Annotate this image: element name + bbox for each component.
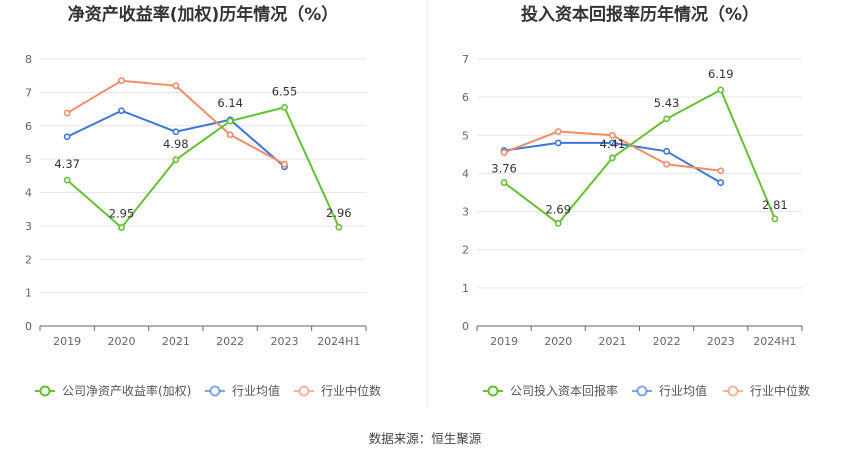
legend-label: 行业均值 [232, 383, 280, 398]
data-label: 6.14 [217, 96, 243, 110]
roe-chart: 0 1 2 3 4 5 6 7 8 2019 2020 2021 2022 2023 2024H1 4.37 2… [25, 53, 381, 398]
x-tick-label: 2024H1 [753, 335, 796, 348]
data-point [281, 103, 288, 111]
x-tick-label: 2022 [216, 335, 244, 348]
legend-item[interactable]: 公司投入资本回报率 [483, 383, 618, 398]
legend-label: 行业中位数 [321, 383, 381, 398]
legend-marker [636, 385, 648, 397]
y-tick-label: 6 [25, 120, 32, 133]
y-tick-label: 0 [25, 320, 32, 333]
y-tick-label: 3 [25, 220, 32, 233]
x-tick-label: 2022 [653, 335, 681, 348]
chart-title-roe: 净资产收益率(加权)历年情况（%） [68, 4, 339, 25]
data-point [717, 86, 725, 94]
data-label: 6.19 [708, 67, 734, 81]
series-line [66, 106, 340, 229]
y-tick-label: 5 [462, 129, 469, 142]
data-point [663, 160, 670, 168]
y-tick-label: 7 [462, 53, 469, 66]
data-point [500, 179, 508, 186]
data-source-note: 数据来源：恒生聚源 [369, 431, 482, 446]
data-point [609, 154, 616, 162]
data-label: 4.98 [163, 137, 189, 151]
legend-marker [209, 385, 221, 397]
data-label: 2.69 [545, 202, 571, 216]
x-tick-label: 2024H1 [317, 335, 360, 348]
data-point [663, 147, 670, 155]
series-line [66, 79, 285, 166]
data-point [63, 133, 71, 141]
data-point [281, 160, 288, 168]
data-label: 4.37 [54, 157, 80, 171]
y-tick-label: 7 [25, 86, 32, 99]
data-point [63, 109, 71, 117]
data-point [554, 219, 562, 227]
data-point [609, 131, 616, 139]
data-point [172, 82, 180, 90]
legend-marker [298, 385, 310, 397]
data-point [554, 128, 562, 135]
y-tick-label: 2 [462, 244, 469, 257]
x-tick-label: 2021 [162, 335, 190, 348]
y-tick-label: 4 [462, 167, 469, 180]
x-tick-label: 2021 [598, 335, 626, 348]
data-point [663, 115, 670, 123]
data-point [335, 223, 343, 231]
data-label: 3.76 [491, 162, 517, 176]
y-tick-label: 8 [25, 53, 32, 66]
legend-item[interactable]: 公司净资产收益率(加权) [35, 383, 191, 398]
data-label: 4.41 [600, 137, 626, 151]
data-point [172, 128, 180, 136]
data-label: 2.96 [326, 206, 352, 220]
x-tick-label: 2023 [707, 335, 735, 348]
data-point [118, 107, 125, 115]
data-point [172, 156, 180, 164]
legend-item[interactable]: 行业中位数 [294, 383, 381, 398]
legend-item[interactable]: 行业均值 [632, 383, 707, 398]
data-point [609, 139, 616, 147]
legend-marker [487, 385, 499, 397]
legend-label: 公司投入资本回报率 [510, 383, 618, 398]
chart-title-roic: 投入资本回报率历年情况（%） [521, 4, 759, 25]
legend-marker [727, 385, 739, 397]
legend-label: 行业中位数 [750, 383, 810, 398]
data-point [554, 139, 562, 147]
y-tick-label: 5 [25, 153, 32, 166]
y-tick-label: 1 [462, 282, 469, 295]
data-label: 6.55 [272, 84, 298, 98]
legend-marker [39, 385, 51, 397]
data-point [226, 131, 234, 139]
y-tick-label: 4 [25, 187, 32, 200]
legend-label: 行业均值 [659, 383, 707, 398]
roic-chart: 0 1 2 3 4 5 6 7 2019 2020 2021 2022 2023 2024H1 3.76 2.… [462, 53, 810, 398]
data-point [771, 215, 779, 223]
x-tick-label: 2023 [271, 335, 299, 348]
y-tick-label: 2 [25, 253, 32, 266]
x-tick-label: 2019 [490, 335, 518, 348]
y-tick-label: 6 [462, 91, 469, 104]
legend-item[interactable]: 行业中位数 [723, 383, 810, 398]
data-label: 2.95 [109, 207, 135, 221]
data-point [717, 167, 725, 175]
data-point [63, 176, 71, 184]
data-point [717, 179, 725, 186]
data-point [118, 224, 125, 231]
data-label: 5.43 [654, 96, 680, 110]
x-tick-label: 2019 [53, 335, 81, 348]
legend-item[interactable]: 行业均值 [205, 383, 280, 398]
data-point [118, 77, 125, 85]
legend-label: 公司净资产收益率(加权) [62, 383, 191, 398]
data-point [500, 149, 508, 156]
data-label: 2.81 [762, 198, 788, 212]
y-tick-label: 0 [462, 320, 469, 333]
x-tick-label: 2020 [544, 335, 572, 348]
y-tick-label: 3 [462, 206, 469, 219]
x-tick-label: 2020 [108, 335, 136, 348]
series-line [503, 88, 776, 225]
data-point [226, 117, 234, 125]
y-tick-label: 1 [25, 287, 32, 300]
